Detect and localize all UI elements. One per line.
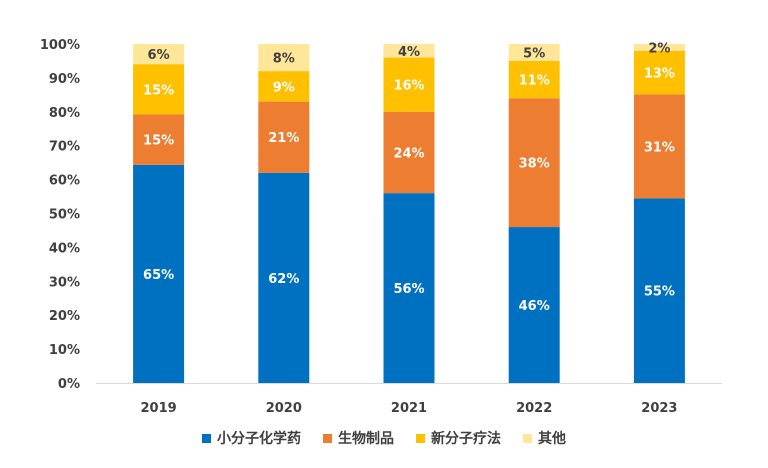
y-tick-label: 30%	[49, 275, 80, 290]
data-label: 38%	[519, 157, 550, 172]
data-label: 65%	[143, 268, 174, 283]
legend-item-new-modality: 新分子疗法	[416, 428, 501, 448]
legend-label: 小分子化学药	[217, 431, 301, 447]
legend-swatch	[523, 433, 532, 443]
bar-segment	[633, 198, 685, 383]
y-tick-label: 40%	[49, 241, 80, 256]
bar-segment	[508, 98, 560, 228]
y-tick-label: 90%	[49, 72, 80, 87]
bar-segment	[133, 44, 185, 65]
x-tick-label: 2020	[266, 401, 302, 416]
x-tick-label: 2021	[391, 401, 427, 416]
bar-segment	[508, 60, 560, 99]
y-tick-label: 100%	[40, 38, 80, 53]
data-label: 11%	[519, 74, 550, 89]
data-label: 15%	[143, 83, 174, 98]
data-label: 4%	[398, 45, 420, 60]
bar-segment	[508, 44, 560, 61]
bar-segment	[258, 101, 310, 173]
bar-segment	[633, 44, 685, 51]
y-tick-label: 50%	[49, 208, 80, 223]
legend-swatch	[323, 433, 332, 443]
x-axis: 2019 2020 2021 2022 2023	[141, 401, 678, 416]
data-label: 5%	[523, 46, 545, 61]
y-tick-label: 70%	[49, 140, 80, 155]
data-label: 15%	[143, 134, 174, 149]
data-label: 16%	[393, 79, 424, 94]
data-label: 8%	[273, 52, 295, 67]
data-label: 24%	[393, 146, 424, 161]
y-tick-label: 10%	[49, 343, 80, 358]
bar-segment	[258, 44, 310, 72]
data-label: 62%	[268, 272, 299, 287]
bar-segment	[633, 94, 685, 199]
bar-series: 65% 15% 15% 6% 62% 21% 9% 8% 56% 24% 16% 4% 46% 38% 11…	[133, 41, 685, 383]
legend-item-other: 其他	[523, 428, 566, 448]
data-label: 6%	[148, 48, 170, 63]
legend-label: 生物制品	[338, 431, 394, 447]
legend-label: 新分子疗法	[431, 431, 501, 447]
bar-segment	[383, 44, 435, 58]
bar-segment	[383, 193, 435, 383]
bar-segment	[508, 227, 560, 383]
y-tick-label: 80%	[49, 106, 80, 121]
bar-segment	[383, 111, 435, 194]
bar-segment	[133, 64, 185, 115]
x-tick-label: 2022	[516, 401, 552, 416]
legend: 小分子化学药 生物制品 新分子疗法 其他	[0, 428, 768, 448]
y-tick-label: 60%	[49, 174, 80, 189]
legend-label: 其他	[538, 431, 566, 447]
bar-segment	[133, 164, 185, 383]
y-tick-label: 20%	[49, 309, 80, 324]
data-label: 13%	[644, 67, 675, 82]
data-label: 55%	[644, 285, 675, 300]
data-label: 31%	[644, 140, 675, 155]
x-tick-label: 2023	[641, 401, 677, 416]
data-label: 46%	[519, 299, 550, 314]
bar-segment	[258, 71, 310, 102]
legend-item-small-molecule: 小分子化学药	[202, 428, 301, 448]
legend-swatch	[416, 433, 425, 443]
bar-segment	[383, 57, 435, 112]
legend-item-biologics: 生物制品	[323, 428, 394, 448]
legend-swatch	[202, 433, 211, 443]
data-label: 56%	[393, 282, 424, 297]
bar-segment	[258, 172, 310, 383]
x-tick-label: 2019	[141, 401, 177, 416]
bar-segment	[633, 50, 685, 95]
data-label: 9%	[273, 80, 295, 95]
bar-segment	[133, 114, 185, 165]
y-tick-label: 0%	[58, 377, 80, 392]
data-label: 21%	[268, 131, 299, 146]
data-label: 2%	[648, 41, 670, 56]
y-axis: 0% 10% 20% 30% 40% 50% 60% 70% 80% 90% 100%	[40, 38, 80, 392]
